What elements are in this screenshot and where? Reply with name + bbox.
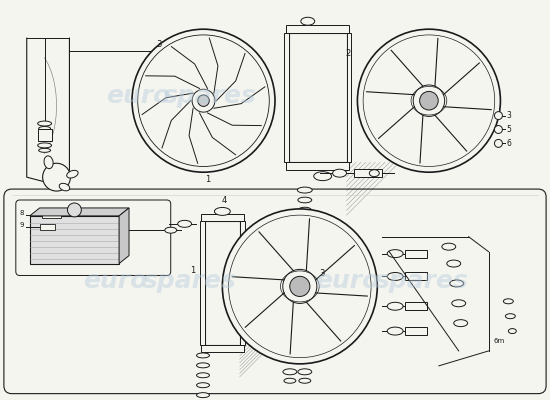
Ellipse shape	[159, 47, 175, 55]
Text: spares: spares	[163, 84, 257, 108]
Circle shape	[198, 95, 209, 106]
Ellipse shape	[299, 378, 311, 383]
Ellipse shape	[387, 327, 403, 335]
Ellipse shape	[284, 378, 296, 383]
Bar	[286, 25, 349, 33]
Ellipse shape	[178, 220, 191, 227]
Bar	[201, 346, 244, 352]
Bar	[30, 216, 119, 264]
Ellipse shape	[387, 302, 403, 310]
Ellipse shape	[37, 143, 52, 148]
Circle shape	[494, 126, 502, 134]
Ellipse shape	[298, 197, 312, 203]
Text: euro: euro	[315, 270, 379, 294]
Ellipse shape	[196, 373, 210, 378]
Ellipse shape	[505, 314, 515, 319]
Circle shape	[358, 29, 500, 172]
Text: 9: 9	[20, 222, 24, 228]
Ellipse shape	[214, 208, 230, 215]
Circle shape	[222, 209, 377, 364]
Ellipse shape	[196, 353, 210, 358]
Ellipse shape	[59, 183, 70, 191]
Ellipse shape	[175, 48, 186, 54]
Bar	[40, 224, 54, 230]
Bar	[205, 221, 240, 346]
Text: 3: 3	[320, 270, 325, 278]
Circle shape	[132, 29, 275, 172]
Text: spares: spares	[375, 270, 468, 294]
Ellipse shape	[44, 156, 53, 169]
Bar	[405, 327, 427, 335]
Text: 3: 3	[507, 111, 512, 120]
Circle shape	[494, 140, 502, 147]
Ellipse shape	[298, 187, 312, 193]
Ellipse shape	[298, 207, 311, 213]
Bar	[405, 302, 427, 310]
Ellipse shape	[452, 300, 466, 307]
Bar	[405, 250, 427, 258]
Ellipse shape	[370, 170, 379, 177]
Bar	[405, 272, 427, 280]
Bar	[286, 162, 349, 170]
Ellipse shape	[301, 17, 315, 25]
Circle shape	[68, 203, 81, 217]
Circle shape	[283, 269, 317, 304]
Bar	[289, 33, 346, 162]
Circle shape	[413, 85, 444, 116]
Text: 6: 6	[507, 139, 512, 148]
Text: 8: 8	[20, 210, 24, 216]
Circle shape	[494, 112, 502, 120]
Circle shape	[290, 276, 310, 296]
Ellipse shape	[508, 329, 516, 334]
Circle shape	[420, 91, 438, 110]
Bar	[284, 33, 289, 162]
Ellipse shape	[333, 169, 346, 177]
Ellipse shape	[387, 272, 403, 280]
Ellipse shape	[454, 320, 468, 327]
Ellipse shape	[165, 227, 177, 233]
Ellipse shape	[196, 383, 210, 388]
Circle shape	[192, 89, 215, 112]
Text: euro: euro	[106, 84, 170, 108]
Polygon shape	[30, 208, 129, 216]
Ellipse shape	[503, 299, 513, 304]
Bar	[354, 169, 382, 177]
Ellipse shape	[442, 243, 456, 250]
Text: 4: 4	[222, 196, 227, 206]
Ellipse shape	[298, 369, 312, 375]
Bar	[201, 214, 244, 221]
Text: 1: 1	[190, 266, 196, 276]
Ellipse shape	[37, 121, 52, 126]
Bar	[37, 128, 52, 142]
Bar	[240, 221, 245, 346]
Ellipse shape	[67, 170, 78, 178]
Text: spares: spares	[143, 270, 237, 294]
Ellipse shape	[196, 363, 210, 368]
Ellipse shape	[387, 250, 403, 258]
Ellipse shape	[39, 126, 51, 130]
Text: 6m: 6m	[493, 338, 505, 344]
Ellipse shape	[447, 260, 461, 267]
Ellipse shape	[283, 369, 297, 375]
Ellipse shape	[314, 172, 332, 181]
Text: 1: 1	[205, 175, 210, 184]
Text: euro: euro	[84, 270, 147, 294]
Polygon shape	[119, 208, 129, 264]
Ellipse shape	[196, 393, 210, 398]
Text: 2: 2	[345, 49, 351, 58]
Circle shape	[43, 163, 70, 191]
Ellipse shape	[299, 217, 311, 222]
Ellipse shape	[39, 148, 51, 152]
Text: 5: 5	[507, 125, 512, 134]
Bar	[42, 212, 62, 218]
Bar	[200, 221, 205, 346]
Ellipse shape	[450, 280, 464, 287]
Text: 3: 3	[156, 40, 161, 49]
Bar	[346, 33, 351, 162]
